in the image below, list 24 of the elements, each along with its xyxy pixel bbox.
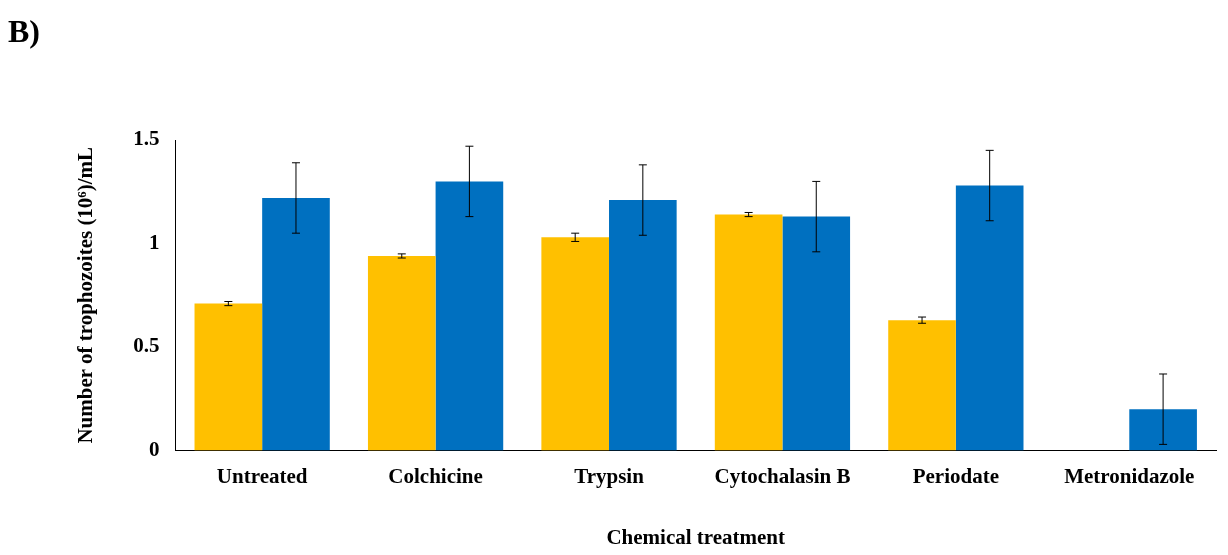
y-tick-label: 0 <box>148 437 160 462</box>
bar <box>782 216 851 451</box>
bar <box>609 200 677 451</box>
x-tick-label: Metronidazole <box>1064 463 1195 488</box>
x-axis-title: Chemical treatment <box>606 524 786 549</box>
x-tick-label: Trypsin <box>574 463 645 488</box>
bar <box>955 185 1024 451</box>
bar <box>262 197 330 451</box>
bar <box>888 320 956 451</box>
x-tick-label: Colchicine <box>388 463 483 488</box>
bar <box>541 237 610 451</box>
bar <box>1129 409 1197 451</box>
bar <box>194 303 263 451</box>
text: B) <box>8 13 40 50</box>
bar <box>714 214 783 451</box>
bar <box>367 255 436 451</box>
x-tick-label: Periodate <box>912 463 1000 488</box>
x-tick-label: Untreated <box>216 463 308 488</box>
y-tick-label: 0.5 <box>133 333 160 358</box>
y-axis-title: Number of trophozoites (10⁶)/mL <box>73 147 98 444</box>
x-tick-label: Cytochalasin B <box>714 463 851 488</box>
bar <box>435 181 504 451</box>
y-tick-label: 1.5 <box>133 126 160 151</box>
y-tick-label: 1 <box>148 229 160 254</box>
